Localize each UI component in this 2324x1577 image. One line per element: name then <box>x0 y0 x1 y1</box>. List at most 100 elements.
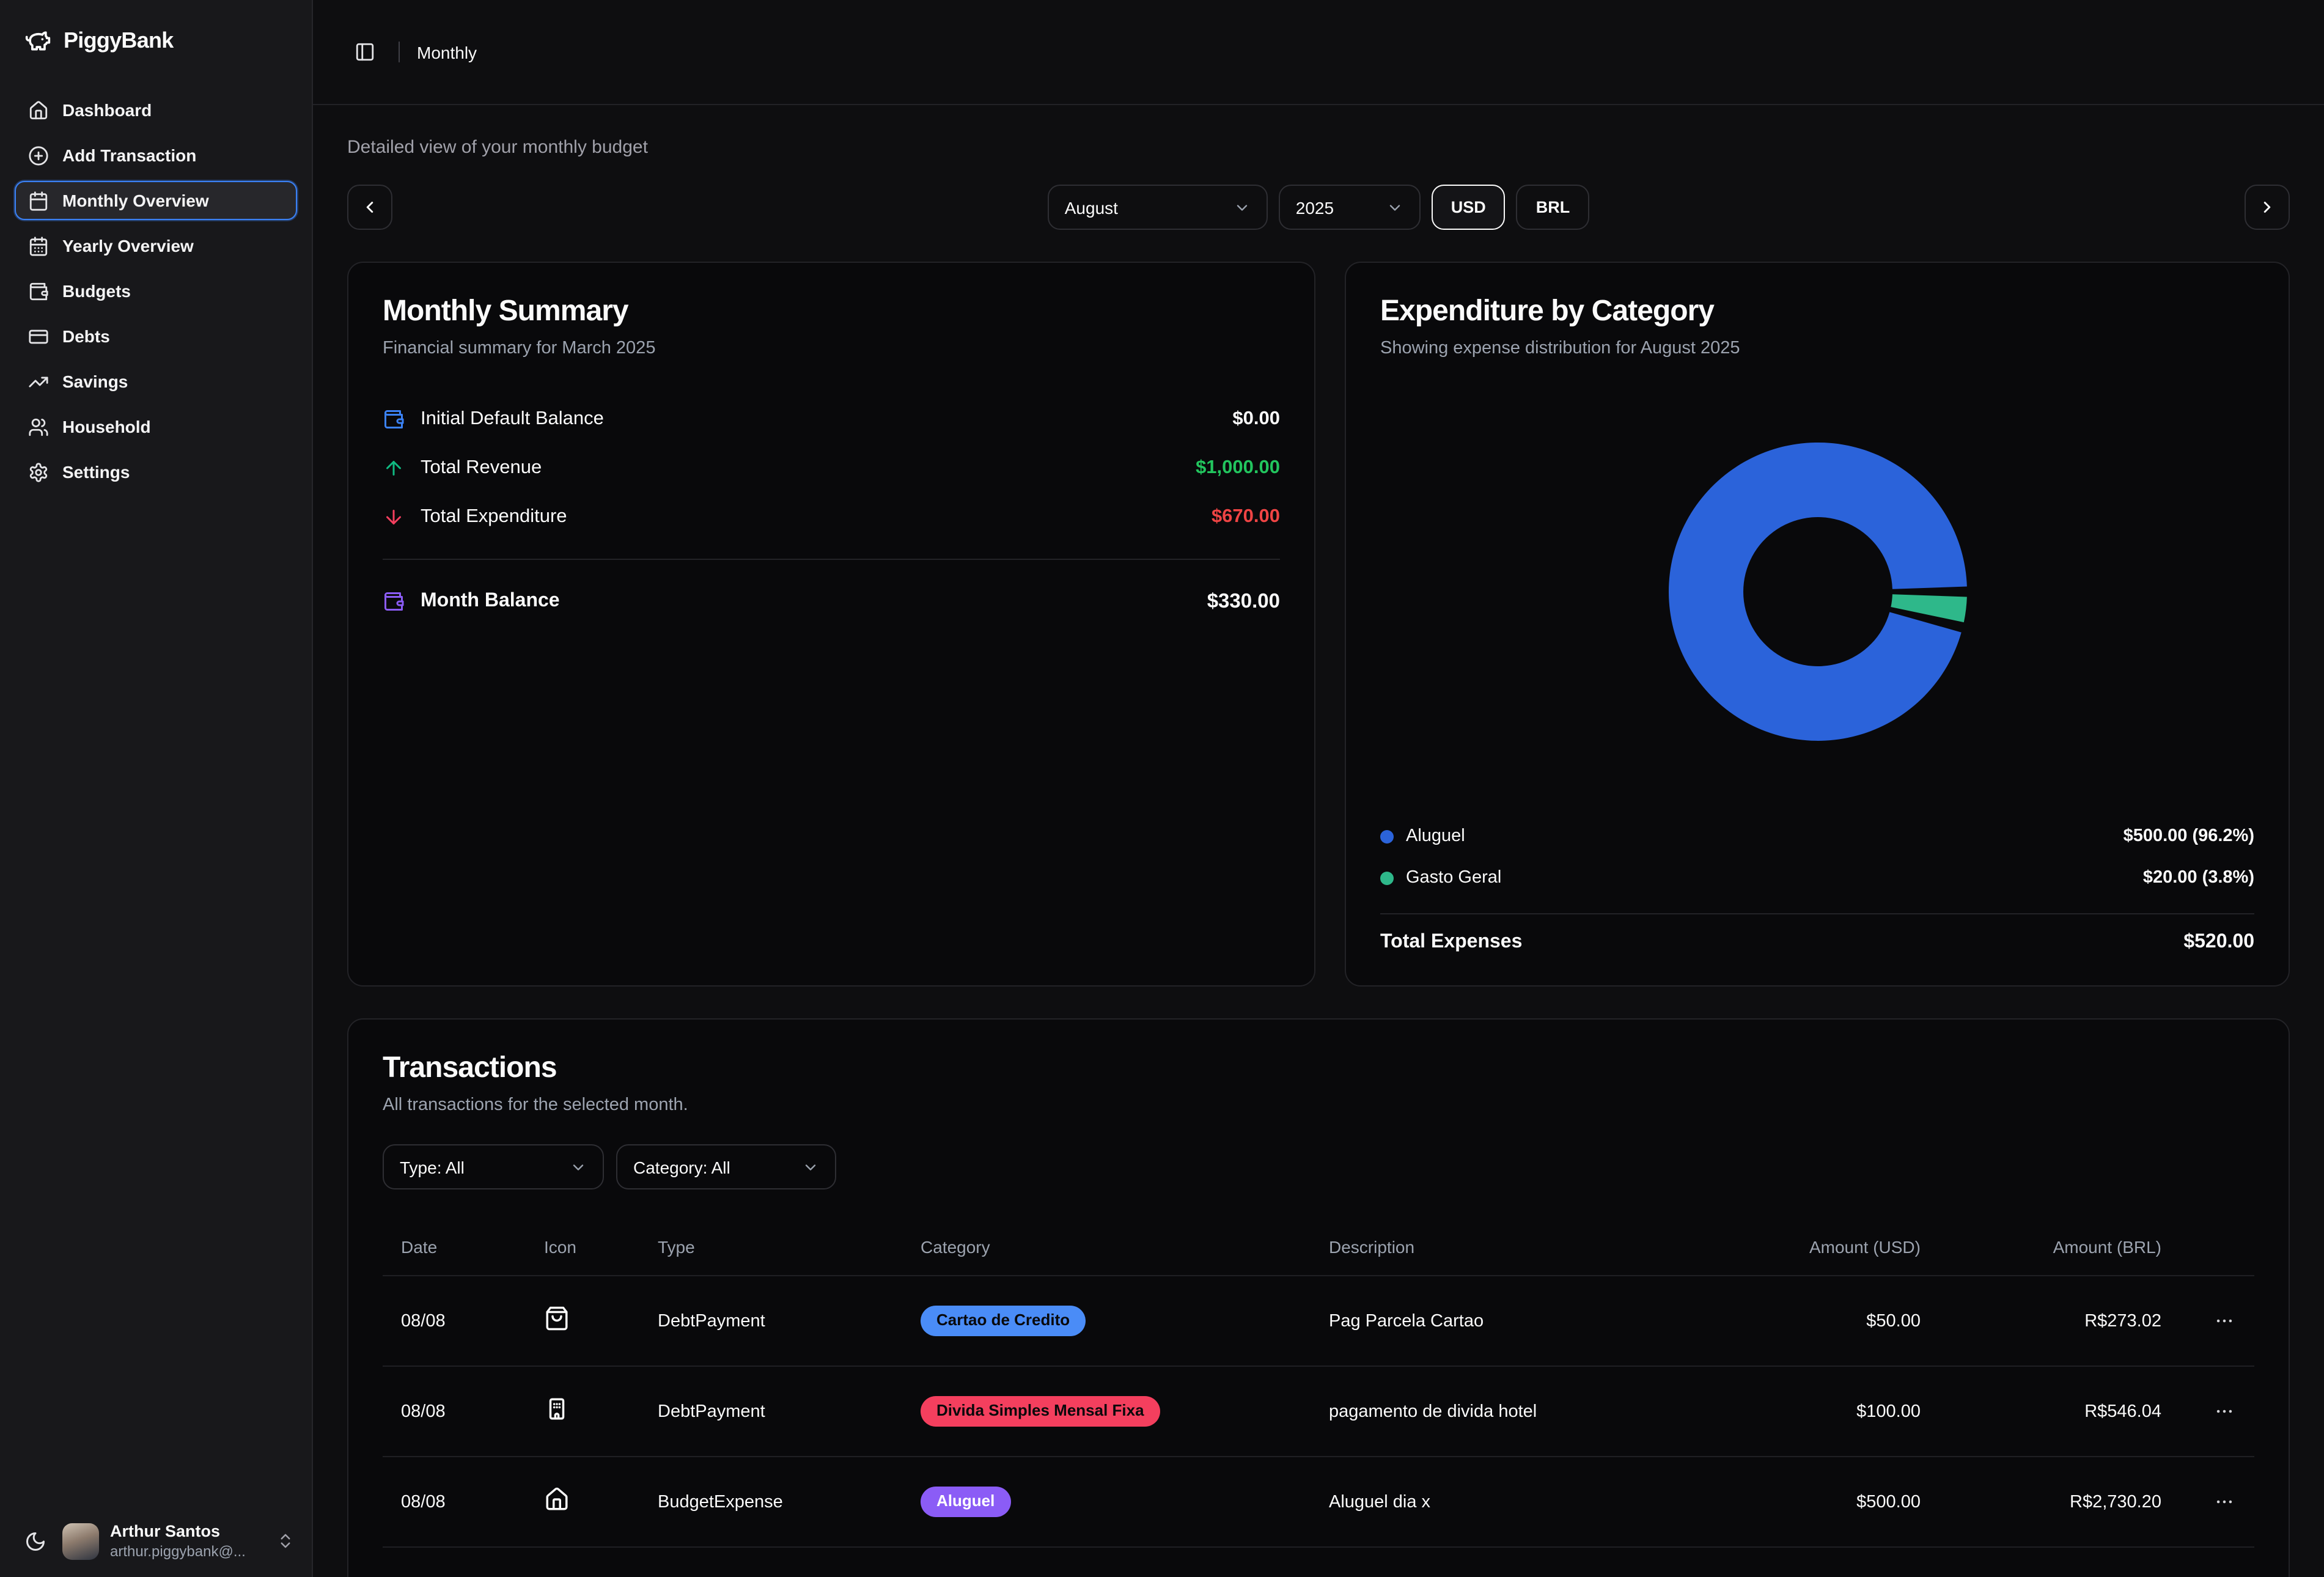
sidebar-item-label: Dashboard <box>62 100 152 120</box>
avatar[interactable] <box>62 1523 99 1560</box>
category-badge: Cartao de Credito <box>921 1306 1086 1336</box>
month-select-value: August <box>1064 197 1118 217</box>
shopping-bag-icon <box>546 1306 568 1330</box>
wallet-icon <box>384 410 404 428</box>
chevron-down-icon <box>805 1164 816 1170</box>
sidebar-item-label: Savings <box>62 372 128 391</box>
theme-toggle-button[interactable] <box>20 1525 51 1557</box>
sidebar-item-label: Debts <box>62 326 110 346</box>
ellipsis-icon <box>2216 1500 2232 1504</box>
ellipsis-icon <box>2216 1319 2232 1323</box>
legend-dot <box>1380 829 1394 843</box>
table-row: 08/08 BudgetExpense Aluguel Aluguel dia … <box>383 1456 2254 1546</box>
row-actions-button[interactable] <box>2161 1491 2235 1512</box>
total-expenses-row: Total Expenses $520.00 <box>1380 932 2254 952</box>
sidebar-nav: Dashboard Add Transaction Monthly Overvi… <box>15 90 297 491</box>
breadcrumb-divider <box>399 42 400 62</box>
legend-item-gasto-geral: Gasto Geral $20.00 (3.8%) <box>1380 862 2254 894</box>
arrow-up-icon <box>386 461 401 476</box>
summary-row-month-balance: Month Balance $330.00 <box>383 577 1280 626</box>
sidebar-item-label: Yearly Overview <box>62 236 194 255</box>
summary-row-initial-balance: Initial Default Balance $0.00 <box>383 395 1280 444</box>
sidebar-item-label: Settings <box>62 462 130 482</box>
breadcrumb: Monthly <box>417 42 477 62</box>
currency-brl-button[interactable]: BRL <box>1516 185 1590 230</box>
gear-icon <box>29 462 48 482</box>
expenditure-divider <box>1380 913 2254 914</box>
sidebar-item-label: Household <box>62 417 151 436</box>
arrow-down-icon <box>386 510 401 524</box>
category-badge: Aluguel <box>921 1487 1011 1517</box>
monthly-summary-card: Monthly Summary Financial summary for Ma… <box>347 262 1315 987</box>
year-select-value: 2025 <box>1295 197 1334 217</box>
chevron-down-icon <box>1237 204 1247 210</box>
chevron-right-icon <box>2263 202 2271 213</box>
row-actions-button[interactable] <box>2161 1401 2235 1422</box>
expenditure-card: Expenditure by Category Showing expense … <box>1345 262 2290 987</box>
panel-left-icon <box>355 43 373 61</box>
summary-subtitle: Financial summary for March 2025 <box>383 339 656 358</box>
wallet-icon <box>384 592 404 611</box>
sidebar-item-savings[interactable]: Savings <box>15 362 297 401</box>
summary-row-total-expenditure: Total Expenditure $670.00 <box>383 493 1280 542</box>
sidebar-item-monthly-overview[interactable]: Monthly Overview <box>15 181 297 220</box>
type-filter-select[interactable]: Type: All <box>383 1144 604 1189</box>
month-controls: August 2025 USD BRL <box>347 185 2290 230</box>
sidebar: PiggyBank Dashboard Add Transaction Mont… <box>0 0 313 1577</box>
chevron-down-icon <box>573 1164 584 1170</box>
transactions-table: Date Icon Type Category Description Amou… <box>383 1219 2254 1577</box>
calendar-days-icon <box>29 236 48 255</box>
expenditure-title: Expenditure by Category <box>1380 295 1715 328</box>
chevron-down-icon <box>1389 204 1400 210</box>
prev-month-button[interactable] <box>347 185 392 230</box>
sidebar-item-label: Budgets <box>62 281 131 301</box>
app-logo: PiggyBank <box>15 17 297 59</box>
row-actions-button[interactable] <box>2161 1310 2235 1331</box>
expenditure-subtitle: Showing expense distribution for August … <box>1380 339 1740 358</box>
trending-up-icon <box>29 376 48 387</box>
summary-divider <box>383 559 1280 560</box>
sidebar-item-dashboard[interactable]: Dashboard <box>15 90 297 130</box>
sidebar-toggle-button[interactable] <box>347 35 381 69</box>
wallet-icon <box>29 282 48 300</box>
sidebar-item-settings[interactable]: Settings <box>15 452 297 491</box>
category-badge: Divida Simples Mensal Fixa <box>921 1396 1160 1427</box>
legend-dot <box>1380 871 1394 884</box>
category-filter-value: Category: All <box>633 1157 730 1177</box>
app-name: PiggyBank <box>64 28 174 52</box>
category-filter-select[interactable]: Category: All <box>616 1144 836 1189</box>
sidebar-item-debts[interactable]: Debts <box>15 317 297 356</box>
user-meta[interactable]: Arthur Santos arthur.piggybank@... <box>110 1522 265 1560</box>
calendar-icon <box>29 191 48 210</box>
sidebar-footer: Arthur Santos arthur.piggybank@... <box>15 1517 297 1562</box>
sidebar-item-add-transaction[interactable]: Add Transaction <box>15 136 297 175</box>
user-email: arthur.piggybank@... <box>110 1543 246 1560</box>
table-row: 08/08 Expense Gasto Geral Gasolina $20.0… <box>383 1546 2254 1577</box>
house-icon <box>546 1487 568 1510</box>
chart-legend: Aluguel $500.00 (96.2%) Gasto Geral $20.… <box>1380 820 2254 894</box>
sidebar-item-yearly-overview[interactable]: Yearly Overview <box>15 226 297 265</box>
sidebar-item-household[interactable]: Household <box>15 407 297 446</box>
month-select[interactable]: August <box>1047 185 1268 230</box>
users-icon <box>29 417 48 436</box>
currency-usd-button[interactable]: USD <box>1431 185 1506 230</box>
topbar: Monthly <box>313 0 2324 105</box>
user-name: Arthur Santos <box>110 1522 221 1541</box>
sidebar-item-budgets[interactable]: Budgets <box>15 271 297 311</box>
ellipsis-icon <box>2216 1410 2232 1413</box>
credit-card-icon <box>29 329 48 344</box>
type-filter-value: Type: All <box>400 1157 465 1177</box>
transactions-subtitle: All transactions for the selected month. <box>383 1095 688 1115</box>
transactions-title: Transactions <box>383 1051 557 1084</box>
piggy-bank-icon <box>25 31 51 51</box>
next-month-button[interactable] <box>2245 185 2290 230</box>
legend-item-aluguel: Aluguel $500.00 (96.2%) <box>1380 820 2254 852</box>
summary-title: Monthly Summary <box>383 295 629 328</box>
summary-row-total-revenue: Total Revenue $1,000.00 <box>383 444 1280 493</box>
chevrons-up-down-icon[interactable] <box>276 1532 295 1550</box>
page-subtitle: Detailed view of your monthly budget <box>347 137 648 158</box>
donut-chart[interactable] <box>1380 363 2254 820</box>
table-header: Date Icon Type Category Description Amou… <box>401 1237 2161 1257</box>
year-select[interactable]: 2025 <box>1278 185 1421 230</box>
